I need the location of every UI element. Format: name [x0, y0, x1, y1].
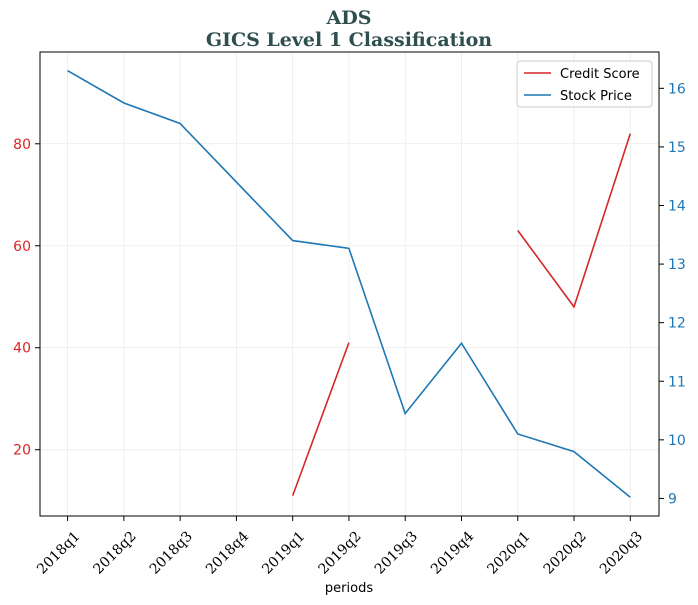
x-tick-label: 2019q4 — [428, 528, 477, 577]
series-line-credit-score — [517, 133, 632, 309]
series-lines — [67, 70, 632, 498]
right-y-ticks: 9 10 11 12 13 14 15 16 — [659, 81, 686, 507]
right-tick-label: 10 — [668, 433, 686, 449]
left-tick-label: 20 — [13, 443, 31, 459]
plot-frame — [39, 51, 660, 517]
x-tick-label: 2018q1 — [34, 528, 83, 577]
x-tick-label: 2020q2 — [541, 528, 590, 577]
x-tick-label: 2019q2 — [316, 528, 365, 577]
axes — [39, 51, 660, 517]
left-tick-label: 40 — [13, 341, 31, 357]
x-tick-label: 2020q3 — [597, 528, 646, 577]
x-axis-label: periods — [325, 581, 373, 596]
left-tick-label: 80 — [13, 137, 31, 153]
right-tick-label: 16 — [668, 81, 686, 97]
x-tick-label: 2018q4 — [203, 528, 252, 577]
chart-title: ADS — [326, 7, 372, 29]
left-y-ticks: 20 40 60 80 — [13, 137, 40, 459]
right-tick-label: 12 — [668, 316, 686, 332]
x-tick-label: 2018q3 — [147, 528, 196, 577]
x-tick-label: 2020q1 — [484, 528, 533, 577]
legend-label: Stock Price — [560, 89, 632, 104]
legend: Credit Score Stock Price — [516, 60, 653, 108]
grid — [40, 52, 659, 516]
right-tick-label: 15 — [668, 140, 686, 156]
x-tick-label: 2019q3 — [372, 528, 421, 577]
x-ticks: 2018q1 2018q2 2018q3 2018q4 2019q1 2019q2 2019… — [34, 516, 646, 578]
right-tick-label: 9 — [668, 491, 677, 507]
x-tick-label: 2018q2 — [90, 528, 139, 577]
right-tick-label: 13 — [668, 257, 686, 273]
series-line-stock-price — [67, 70, 631, 498]
left-tick-label: 60 — [13, 239, 31, 255]
right-tick-label: 11 — [668, 374, 686, 390]
x-tick-label: 2019q1 — [259, 528, 308, 577]
legend-label: Credit Score — [560, 67, 640, 82]
series-line-credit-score — [291, 342, 350, 496]
chart-subtitle: GICS Level 1 Classification — [206, 29, 492, 51]
right-tick-label: 14 — [668, 198, 686, 214]
